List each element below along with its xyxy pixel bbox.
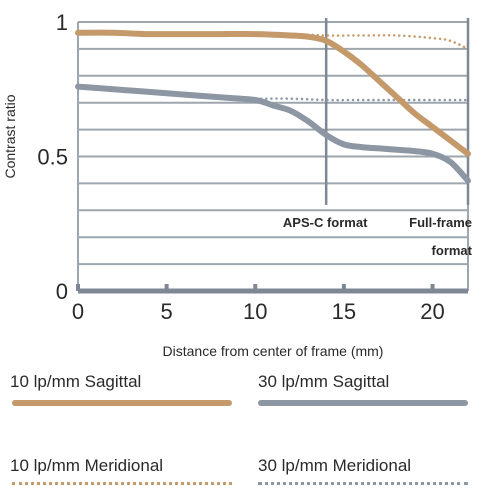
full-frame-label: Full-frame [409,215,472,230]
y-tick-label-1: 1 [56,10,68,35]
x-axis [76,284,468,294]
x-axis-title: Distance from center of frame (mm) [163,343,384,359]
x-tick-15 [341,284,346,291]
legend-label-30-meridional: 30 lp/mm Meridional [258,456,412,475]
x-tick-label-15: 15 [332,299,356,324]
legend-swatch-10-sagittal [12,400,232,406]
mtf-chart: APS-C format Full-frame format 0 5 10 15 20 0 0.… [2,10,473,359]
legend-swatch-30-meridional [258,482,468,485]
legend-label-30-sagittal: 30 lp/mm Sagittal [258,372,390,391]
x-tick-5 [164,284,169,291]
grid-lines [77,21,469,291]
series-10-lp-mm-sagittal [75,29,471,157]
y-axis-title: Contrast ratio [2,94,18,178]
x-tick-label-10: 10 [243,299,267,324]
legend-label-10-sagittal: 10 lp/mm Sagittal [10,372,142,391]
series-10-lp-mm-meridional [76,31,470,51]
x-tick-20 [430,284,435,291]
series-30-lp-mm-meridional [76,85,470,102]
series-lines [75,29,471,184]
series-30-lp-mm-sagittal [75,83,471,184]
aps-c-label: APS-C format [283,215,368,230]
x-tick-0 [76,284,80,291]
legend-swatch-10-meridional [12,482,232,485]
x-tick-10 [253,284,258,291]
format-markers: APS-C format Full-frame format [283,18,473,258]
x-tick-label-20: 20 [420,299,444,324]
full-frame-label-2: format [432,243,473,258]
x-tick-label-0: 0 [72,299,84,324]
y-tick-label-0: 0 [56,279,68,304]
legend-swatch-30-sagittal [258,400,468,406]
y-tick-label-0-5: 0.5 [37,145,68,170]
legend-label-10-meridional: 10 lp/mm Meridional [10,456,164,475]
axis-labels: 0 5 10 15 20 0 0.5 1 Contrast ratio Distance from… [2,10,445,359]
x-tick-label-5: 5 [161,299,173,324]
